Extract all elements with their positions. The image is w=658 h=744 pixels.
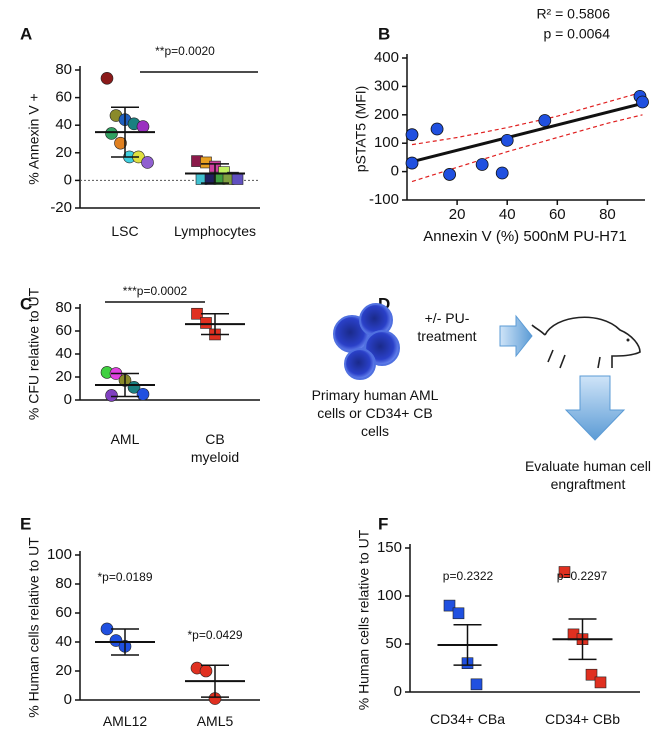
arrow [564, 375, 626, 441]
point [430, 122, 444, 136]
point [200, 317, 212, 329]
y-tick-label: 150 [377, 539, 402, 556]
x-tick-label: AML5 [196, 713, 234, 729]
r-squared: R² = 0.5806 [536, 6, 610, 22]
mouse-eye [626, 338, 630, 342]
point [443, 168, 456, 181]
point [500, 133, 514, 147]
y-axis-label: % Human cells relative to UT [356, 529, 372, 710]
point [105, 389, 118, 402]
x-tick-label: 60 [549, 206, 566, 223]
y-tick-label: 40 [55, 345, 72, 362]
y-tick-label: 20 [55, 662, 72, 679]
y-tick-label: 50 [385, 635, 402, 652]
panel-label: C [20, 294, 32, 313]
x-tick-label: 80 [599, 206, 616, 223]
point [452, 607, 465, 620]
x-tick-label: AML [110, 431, 140, 447]
p-value: **p=0.0020 [155, 44, 215, 58]
x-tick-label: CD34+ CBa [429, 711, 506, 727]
point [443, 599, 456, 612]
panel-label: B [378, 24, 390, 43]
panel-label: F [378, 514, 388, 533]
y-tick-label: 20 [55, 144, 72, 161]
y-tick-label: 80 [55, 61, 72, 78]
point [538, 114, 552, 127]
point [470, 678, 483, 691]
point [475, 158, 489, 171]
panel-label: A [20, 24, 32, 43]
cell [344, 348, 376, 380]
x-axis-label: Annexin V (%) 500nM PU-H71 [423, 228, 626, 245]
x-tick-label: 20 [449, 206, 466, 223]
y-axis-label: % Annexin V + [26, 93, 42, 184]
point [136, 387, 150, 401]
y-tick-label: 100 [47, 546, 72, 563]
y-tick-label: 0 [64, 691, 72, 708]
point [100, 71, 114, 85]
y-tick-label: 400 [374, 49, 399, 66]
point [405, 156, 419, 170]
x-tick-label: CD34+ CBb [544, 711, 621, 727]
x-tick-label: LSC [111, 223, 139, 239]
point [136, 120, 150, 133]
point [594, 676, 607, 689]
point [558, 566, 571, 578]
x-tick-label: 40 [499, 206, 516, 223]
y-tick-label: 0 [64, 171, 72, 188]
p-value: *p=0.0429 [187, 628, 242, 642]
y-tick-label: 60 [55, 322, 72, 339]
fit-line [411, 101, 643, 164]
mouse [531, 316, 641, 369]
x-tick-label: Lymphocytes [174, 223, 256, 239]
cells-label: Primary human AML cells or CD34+ CB cell… [311, 387, 439, 439]
point [199, 664, 213, 678]
y-tick-label: 100 [374, 134, 399, 151]
y-tick-label: 60 [55, 89, 72, 106]
y-tick-label: -20 [50, 199, 72, 216]
arrow [499, 314, 533, 358]
point [231, 173, 244, 185]
y-tick-label: 0 [394, 683, 402, 700]
p-value: p = 0.0064 [543, 26, 610, 42]
point [636, 95, 649, 109]
y-tick-label: 40 [55, 116, 72, 133]
point [109, 634, 123, 647]
point [585, 668, 598, 681]
y-tick-label: 0 [64, 391, 72, 408]
y-tick-label: 40 [55, 633, 72, 650]
outcome-label: Evaluate human cell engraftment [524, 458, 652, 492]
x-tick-label: AML12 [102, 713, 148, 729]
point [405, 128, 419, 142]
y-axis-label: pSTAT5 (MFI) [353, 86, 369, 173]
y-tick-label: 300 [374, 77, 399, 94]
p-value: ***p=0.0002 [123, 284, 188, 298]
point [105, 127, 118, 140]
y-axis-label: % CFU relative to UT [26, 287, 42, 420]
p-value: *p=0.0189 [97, 570, 152, 584]
y-tick-label: -100 [369, 191, 399, 208]
point [114, 136, 127, 150]
p-value: p=0.2322 [443, 569, 494, 583]
point [495, 166, 509, 180]
diagram-d: D [333, 294, 641, 441]
y-axis-label: % Human cells relative to UT [26, 537, 42, 718]
y-tick-label: 200 [374, 106, 399, 123]
y-tick-label: 100 [377, 587, 402, 604]
y-tick-label: 80 [55, 299, 72, 316]
y-tick-label: 20 [55, 368, 72, 385]
p-value: p=0.2297 [557, 569, 608, 583]
point [141, 156, 154, 169]
confidence-band [411, 91, 643, 146]
y-tick-label: 80 [55, 575, 72, 592]
treatment-label: +/- PU-treatment [417, 310, 477, 344]
panel-label: E [20, 514, 31, 533]
y-tick-label: 0 [391, 163, 399, 180]
y-tick-label: 60 [55, 604, 72, 621]
x-tick-label: CB myeloid [190, 431, 240, 465]
